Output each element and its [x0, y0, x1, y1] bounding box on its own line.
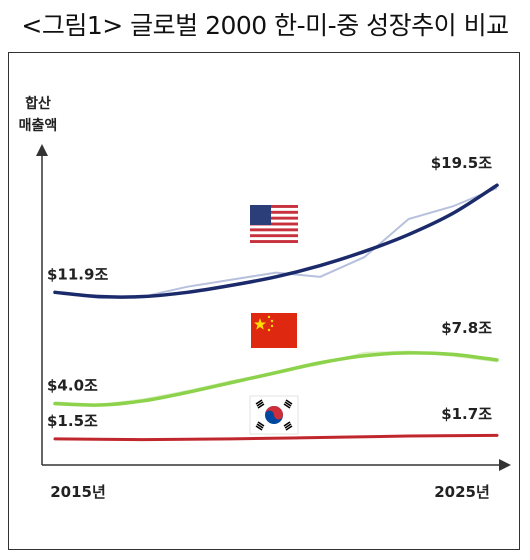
us-start-label: $11.9조 [47, 265, 108, 283]
china-flag-icon [251, 313, 297, 348]
x-tick-2015: 2015년 [50, 483, 106, 501]
us-end-label: $19.5조 [431, 154, 492, 172]
us-flag-icon [250, 205, 298, 243]
china-trend-line [53, 351, 499, 407]
chart-title: <그림1> 글로벌 2000 한-미-중 성장추이 비교 [21, 11, 509, 40]
china-end-label: $7.8조 [441, 319, 492, 337]
china-start-label: $4.0조 [47, 377, 98, 395]
us-trend-line [53, 183, 499, 299]
y-axis-label-line1: 합산 [25, 95, 51, 112]
korea-start-label: $1.5조 [47, 412, 98, 430]
y-axis-label-line2: 매출액 [19, 117, 58, 134]
x-tick-2025: 2025년 [434, 483, 490, 501]
korea-trend-line [53, 433, 499, 442]
korea-flag-icon [249, 395, 299, 435]
chart-frame [8, 52, 520, 550]
korea-end-label: $1.7조 [441, 405, 492, 423]
